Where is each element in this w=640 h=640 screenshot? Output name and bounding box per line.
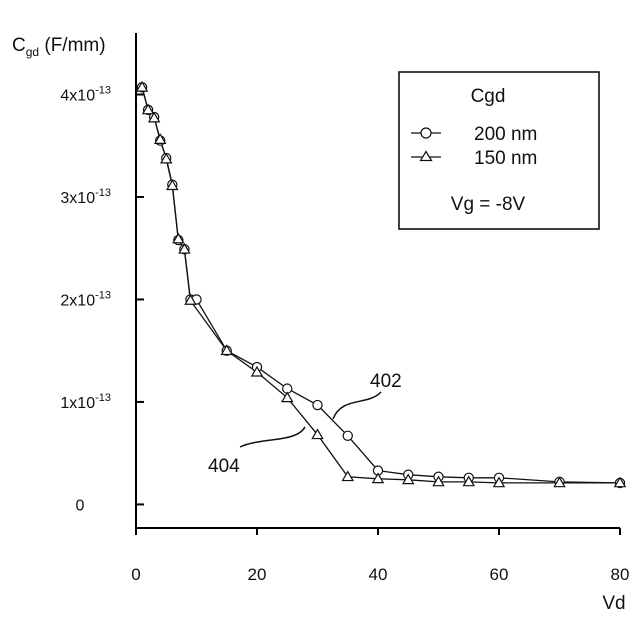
x-axis-label: Vd xyxy=(602,593,625,614)
y-axis-label-base: C xyxy=(12,35,26,56)
x-tick-label: 60 xyxy=(490,565,509,584)
x-tick-label: 20 xyxy=(248,565,267,584)
x-tick-label: 0 xyxy=(131,565,140,584)
legend-title: Cgd xyxy=(471,86,506,107)
x-tick-label: 80 xyxy=(611,565,630,584)
legend-label-150nm: 150 nm xyxy=(474,148,537,169)
legend-marker-circle xyxy=(421,128,431,138)
y-tick-label: 3x10-13 xyxy=(60,187,111,207)
y-tick-label: 1x10-13 xyxy=(60,392,111,412)
data-point-circle xyxy=(313,400,322,409)
data-point-circle xyxy=(343,431,352,440)
y-axis-label-sub: gd xyxy=(26,45,39,59)
legend-note: Vg = -8V xyxy=(451,194,526,215)
x-tick-label: 40 xyxy=(369,565,388,584)
legend: Cgd 200 nm 150 nm Vg = -8V xyxy=(399,72,599,229)
annotation-402-label: 402 xyxy=(370,371,402,392)
y-tick-label: 0 xyxy=(76,497,85,514)
legend-label-200nm: 200 nm xyxy=(474,124,537,145)
y-axis-label: Cgd (F/mm) xyxy=(12,35,106,59)
data-point-triangle xyxy=(343,472,353,481)
annotation-402-leader xyxy=(333,392,381,419)
y-tick-label: 2x10-13 xyxy=(60,289,111,309)
annotation-404-leader xyxy=(240,427,305,447)
y-axis-label-rest: (F/mm) xyxy=(39,35,105,56)
annotation-404-label: 404 xyxy=(208,456,240,477)
y-tick-label: 4x10-13 xyxy=(60,84,111,104)
